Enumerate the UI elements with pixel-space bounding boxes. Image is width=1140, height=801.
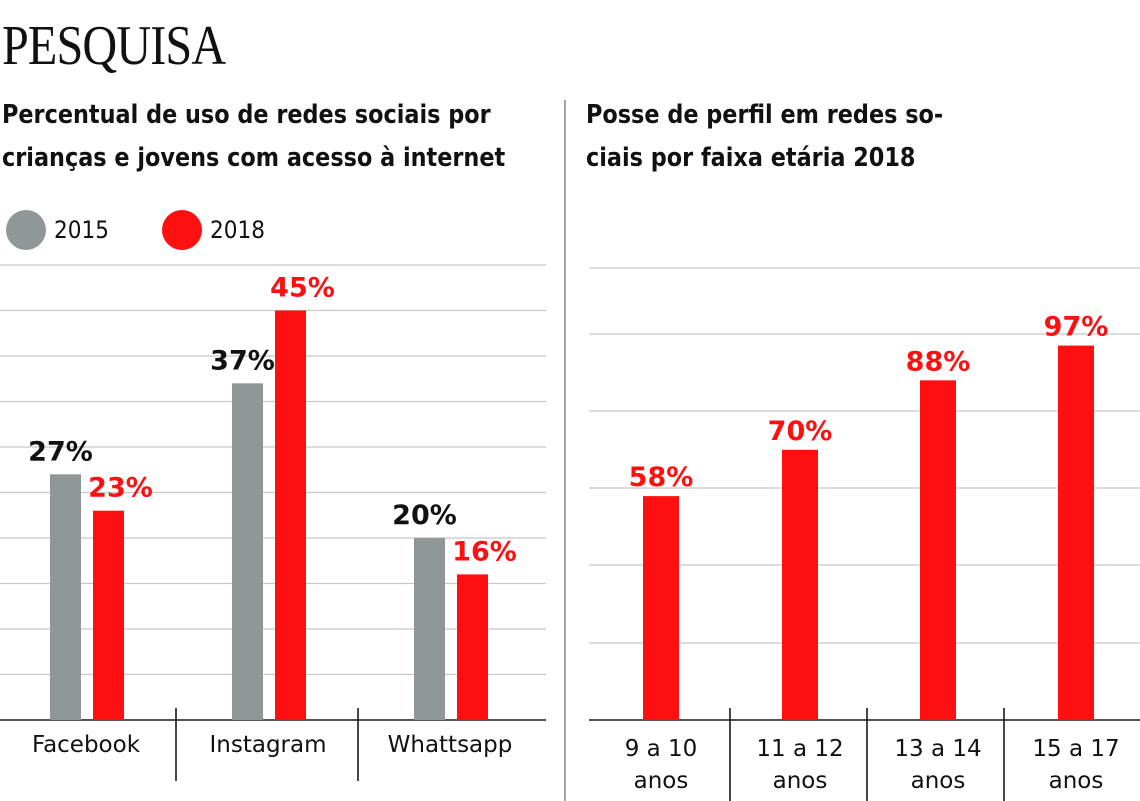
bar-label-age-1: 58% (629, 462, 694, 493)
bar-2015-facebook (50, 474, 81, 720)
legend-swatch-red (162, 210, 202, 250)
chart-divider (564, 100, 566, 801)
category-label-facebook: Facebook (32, 732, 141, 758)
category-label-age-3-line2: anos (911, 768, 966, 794)
bar-age-3 (920, 380, 956, 720)
bar-age-4 (1058, 345, 1094, 720)
bar-2015-instagram (232, 383, 263, 720)
bar-label-2015-facebook: 27% (28, 436, 93, 467)
bar-2018-instagram (275, 310, 306, 720)
bar-2018-facebook (93, 510, 124, 720)
legend-item-2018: 2018 (162, 210, 271, 250)
bar-label-2018-whattsapp: 16% (452, 536, 517, 567)
left-chart-title-line-2: crianças e jovens com acesso à internet (2, 143, 506, 173)
category-label-instagram: Instagram (209, 732, 326, 758)
bar-label-2015-instagram: 37% (210, 345, 275, 376)
category-label-age-2-line2: anos (773, 768, 828, 794)
bar-label-age-2: 70% (768, 416, 833, 447)
bar-label-2018-facebook: 23% (88, 473, 153, 504)
category-label-age-4-line2: anos (1049, 768, 1104, 794)
bar-label-age-4: 97% (1044, 312, 1109, 343)
legend-label-2018: 2018 (210, 216, 265, 244)
left-chart-title: Percentual de uso de redes sociais por c… (2, 94, 505, 180)
right-chart-title-line-2: ciais por faixa etária 2018 (586, 143, 916, 173)
category-label-whattsapp: Whattsapp (388, 732, 513, 758)
category-label-age-2-line1: 11 a 12 (756, 736, 843, 762)
category-label-age-1-line1: 9 a 10 (625, 736, 698, 762)
legend: 2015 2018 (6, 210, 426, 250)
bar-2018-whattsapp (457, 574, 488, 720)
bar-2015-whattsapp (414, 538, 445, 720)
bar-age-2 (782, 449, 818, 720)
bar-age-1 (643, 496, 679, 720)
category-label-age-4-line1: 15 a 17 (1032, 736, 1119, 762)
headline: PESQUISA (2, 15, 226, 77)
right-chart-title-line-1: Posse de perfil em redes so- (586, 100, 944, 130)
right-chart-title: Posse de perfil em redes so- ciais por f… (586, 94, 943, 180)
legend-swatch-gray (6, 210, 46, 250)
bar-label-2015-whattsapp: 20% (392, 500, 457, 531)
legend-item-2015: 2015 (6, 210, 115, 250)
category-label-age-3-line1: 13 a 14 (894, 736, 981, 762)
bar-label-2018-instagram: 45% (270, 273, 335, 304)
category-label-age-1-line2: anos (634, 768, 689, 794)
left-chart-title-line-1: Percentual de uso de redes sociais por (2, 100, 491, 130)
bar-label-age-3: 88% (906, 346, 971, 377)
legend-label-2015: 2015 (54, 216, 109, 244)
